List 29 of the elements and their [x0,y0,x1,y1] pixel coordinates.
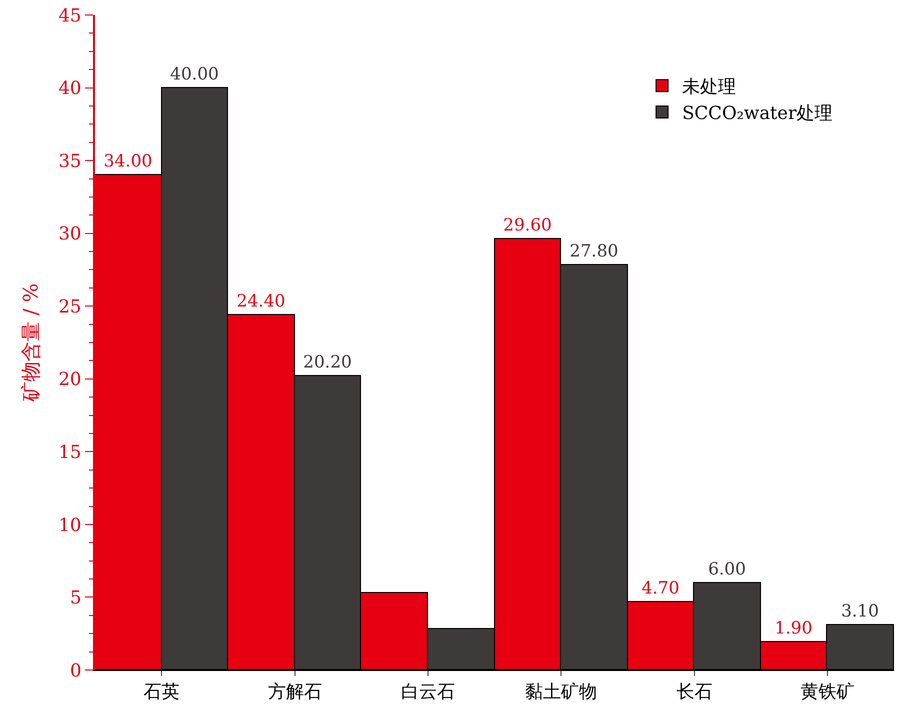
y-tick-label: 30 [58,224,82,245]
data-label: 40.00 [170,64,219,84]
data-label: 1.90 [774,618,812,638]
x-tick-label: 黄铁矿 [800,682,854,703]
y-tick-label: 5 [70,588,82,609]
y-axis-title: 矿物含量 / % [18,283,42,403]
x-tick-label: 石英 [144,682,180,703]
y-tick-label: 35 [58,150,82,172]
y-tick-label: 15 [58,442,82,463]
data-label: 6.00 [708,560,746,580]
data-label: 29.60 [503,216,552,236]
y-tick-label: 40 [58,78,82,100]
data-label: 3.10 [841,602,879,622]
y-tick-label: 45 [58,5,82,26]
data-label: 20.20 [303,352,352,372]
data-label: 24.40 [236,292,286,312]
data-label: 34.00 [104,152,152,172]
x-tick-label: 白云石 [400,682,455,703]
data-label: 4.70 [642,578,680,598]
x-tick-label: 方解石 [268,682,322,703]
x-tick-label: 长石 [676,682,712,703]
y-tick-label: 0 [70,660,82,682]
data-label: 27.80 [570,242,618,262]
legend-label: 未处理 [682,76,736,98]
x-tick-label: 黏土矿物 [525,682,598,703]
y-tick-label: 20 [58,369,82,390]
y-tick-label: 10 [58,514,82,536]
y-tick-label: 25 [58,296,82,318]
legend-label: SCCO₂water处理 [682,103,833,124]
